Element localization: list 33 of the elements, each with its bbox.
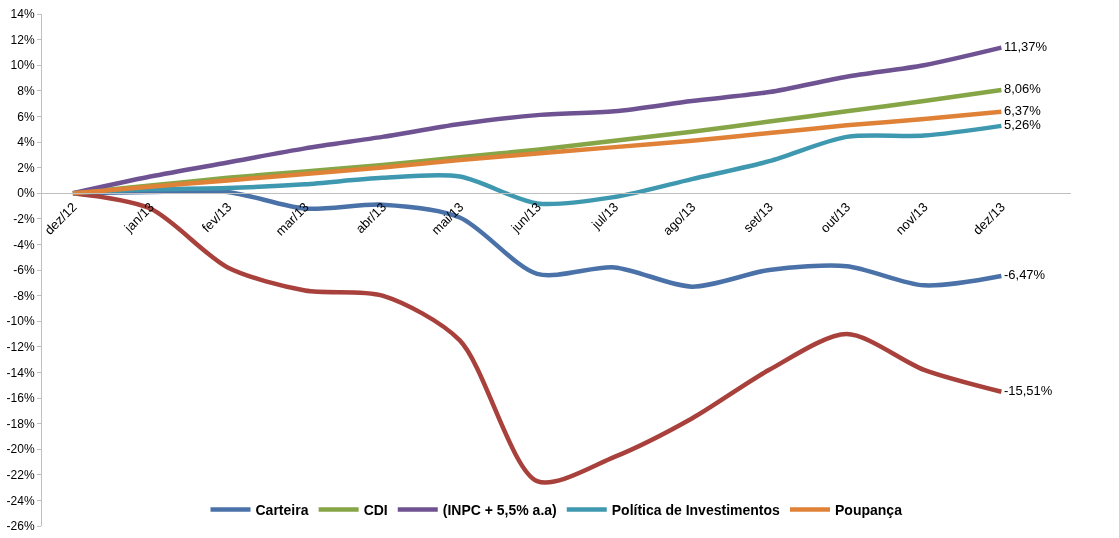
line-series bbox=[70, 109, 1004, 196]
y-tick-label: 8% bbox=[17, 84, 35, 98]
legend-label: Carteira bbox=[255, 502, 309, 519]
data-label: 6,37% bbox=[1001, 102, 1042, 118]
legend-label: (INPC + 5,5% a.a) bbox=[442, 502, 557, 519]
y-tick-label: 4% bbox=[17, 135, 35, 150]
y-tick-label: -6% bbox=[13, 263, 35, 278]
y-tick-label: -10% bbox=[6, 314, 35, 329]
legend-label: CDI bbox=[363, 502, 388, 519]
y-tick-label: 0% bbox=[17, 186, 35, 201]
y-tick-label: 10% bbox=[10, 58, 35, 73]
y-tick-label: -14% bbox=[6, 365, 35, 380]
y-tick-label: 12% bbox=[10, 32, 35, 47]
data-label: 11,37% bbox=[1001, 38, 1048, 54]
y-tick-label: -20% bbox=[6, 442, 35, 457]
y-tick-label: 2% bbox=[17, 160, 35, 175]
y-tick-label: -4% bbox=[13, 237, 35, 252]
y-tick-label: -24% bbox=[6, 493, 35, 508]
data-label: -6,47% bbox=[1001, 267, 1046, 283]
y-tick-label: 14% bbox=[10, 7, 35, 22]
y-tick-label: 6% bbox=[17, 109, 35, 124]
y-tick-label: -12% bbox=[6, 340, 35, 354]
data-label: 8,06% bbox=[1001, 81, 1042, 97]
y-tick-label: -18% bbox=[6, 416, 35, 431]
y-tick-label: -16% bbox=[6, 391, 35, 406]
legend-label: Política de Investimentos bbox=[611, 502, 781, 519]
y-tick-label: -2% bbox=[13, 212, 35, 226]
y-tick-label: -26% bbox=[6, 519, 35, 534]
y-tick-label: -8% bbox=[13, 288, 35, 303]
y-tick-label: -22% bbox=[6, 468, 35, 482]
data-label: 5,26% bbox=[1001, 117, 1042, 133]
legend-label: Poupança bbox=[835, 502, 903, 519]
data-label: -15,51% bbox=[1001, 382, 1053, 398]
